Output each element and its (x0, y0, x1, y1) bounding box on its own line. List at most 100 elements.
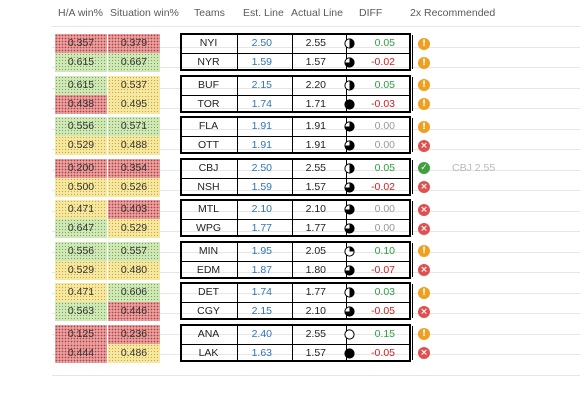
team-cell[interactable]: DET (198, 286, 219, 298)
x-icon[interactable]: × (418, 222, 430, 235)
situation-win-cell[interactable]: 0.486 (108, 343, 160, 363)
situation-win-cell[interactable]: 0.488 (108, 136, 160, 155)
exclamation-icon[interactable]: ! (418, 245, 430, 257)
team-cell[interactable]: NYI (199, 37, 218, 49)
diff-cell[interactable]: 0.03 (374, 286, 395, 298)
team-cell[interactable]: WPG (195, 222, 222, 234)
diff-cell[interactable]: 0.00 (374, 120, 395, 132)
actual-line-cell[interactable]: 1.91 (305, 120, 326, 132)
ha-win-cell[interactable]: 0.556 (55, 241, 107, 261)
ha-win-cell[interactable]: 0.500 (55, 177, 107, 197)
ha-win-cell[interactable]: 0.615 (55, 75, 107, 95)
exclamation-icon[interactable]: ! (418, 98, 430, 110)
actual-line-cell[interactable]: 1.57 (305, 346, 326, 359)
diff-cell[interactable]: -0.02 (371, 180, 395, 193)
est-line-cell[interactable]: 1.95 (251, 244, 272, 257)
est-line-cell[interactable]: 1.91 (251, 120, 272, 132)
team-cell[interactable]: MTL (198, 203, 219, 215)
exclamation-icon[interactable]: ! (418, 120, 430, 133)
actual-line-cell[interactable]: 2.10 (305, 305, 326, 317)
situation-win-cell[interactable]: 0.667 (108, 53, 160, 72)
ha-win-cell[interactable]: 0.556 (55, 117, 107, 136)
team-cell[interactable]: BUF (198, 78, 219, 91)
team-cell[interactable]: NYR (197, 56, 220, 68)
diff-cell[interactable]: 0.00 (374, 203, 395, 215)
situation-win-cell[interactable]: 0.537 (108, 75, 160, 95)
situation-win-cell[interactable]: 0.571 (108, 117, 160, 136)
actual-line-cell[interactable]: 1.80 (305, 263, 326, 276)
diff-cell[interactable]: 0.00 (374, 139, 395, 151)
diff-cell[interactable]: -0.03 (371, 97, 395, 110)
est-line-cell[interactable]: 1.74 (251, 286, 272, 298)
est-line-cell[interactable]: 1.74 (251, 97, 272, 110)
actual-line-cell[interactable]: 2.55 (305, 327, 326, 340)
diff-cell[interactable]: -0.05 (371, 346, 395, 359)
actual-line-cell[interactable]: 1.77 (305, 286, 326, 298)
situation-win-cell[interactable]: 0.480 (108, 260, 160, 280)
ha-win-cell[interactable]: 0.647 (55, 219, 107, 238)
est-line-cell[interactable]: 2.15 (251, 305, 272, 317)
situation-win-cell[interactable]: 0.446 (108, 302, 160, 321)
est-line-cell[interactable]: 2.50 (251, 37, 272, 49)
situation-win-cell[interactable]: 0.557 (108, 241, 160, 261)
est-line-cell[interactable]: 2.50 (251, 161, 272, 174)
actual-line-cell[interactable]: 2.10 (305, 203, 326, 215)
team-cell[interactable]: CGY (197, 305, 220, 317)
ha-win-cell[interactable]: 0.444 (55, 343, 107, 363)
x-icon[interactable]: × (418, 203, 430, 216)
diff-cell[interactable]: -0.05 (371, 305, 395, 317)
ha-win-cell[interactable]: 0.200 (55, 158, 107, 178)
check-icon[interactable]: ✓ (418, 162, 430, 174)
ha-win-cell[interactable]: 0.615 (55, 53, 107, 72)
exclamation-icon[interactable]: ! (418, 286, 430, 299)
situation-win-cell[interactable]: 0.495 (108, 94, 160, 114)
team-cell[interactable]: FLA (198, 120, 219, 132)
actual-line-cell[interactable]: 2.05 (305, 244, 326, 257)
actual-line-cell[interactable]: 1.57 (305, 180, 326, 193)
x-icon[interactable]: × (418, 139, 430, 152)
actual-line-cell[interactable]: 1.91 (305, 139, 326, 151)
ha-win-cell[interactable]: 0.563 (55, 302, 107, 321)
est-line-cell[interactable]: 1.77 (251, 222, 272, 234)
x-icon[interactable]: × (418, 305, 430, 318)
est-line-cell[interactable]: 1.87 (251, 263, 272, 276)
ha-win-cell[interactable]: 0.529 (55, 136, 107, 155)
actual-line-cell[interactable]: 1.57 (305, 56, 326, 68)
situation-win-cell[interactable]: 0.526 (108, 177, 160, 197)
est-line-cell[interactable]: 2.15 (251, 78, 272, 91)
team-cell[interactable]: EDM (196, 263, 221, 276)
actual-line-cell[interactable]: 2.55 (305, 161, 326, 174)
est-line-cell[interactable]: 1.63 (251, 346, 272, 359)
exclamation-icon[interactable]: ! (418, 79, 430, 91)
ha-win-cell[interactable]: 0.471 (55, 283, 107, 302)
diff-cell[interactable]: 0.15 (374, 327, 395, 340)
exclamation-icon[interactable]: ! (418, 56, 430, 69)
actual-line-cell[interactable]: 1.77 (305, 222, 326, 234)
team-cell[interactable]: TOR (197, 97, 220, 110)
est-line-cell[interactable]: 1.91 (251, 139, 272, 151)
est-line-cell[interactable]: 2.10 (251, 203, 272, 215)
actual-line-cell[interactable]: 2.20 (305, 78, 326, 91)
est-line-cell[interactable]: 1.59 (251, 56, 272, 68)
diff-cell[interactable]: -0.02 (371, 56, 395, 68)
situation-win-cell[interactable]: 0.606 (108, 283, 160, 302)
exclamation-icon[interactable]: ! (418, 37, 430, 50)
ha-win-cell[interactable]: 0.529 (55, 260, 107, 280)
est-line-cell[interactable]: 2.40 (251, 327, 272, 340)
x-icon[interactable]: × (418, 347, 430, 359)
situation-win-cell[interactable]: 0.236 (108, 324, 160, 344)
ha-win-cell[interactable]: 0.438 (55, 94, 107, 114)
x-icon[interactable]: × (418, 181, 430, 193)
ha-win-cell[interactable]: 0.357 (55, 34, 107, 53)
team-cell[interactable]: CBJ (198, 161, 219, 174)
actual-line-cell[interactable]: 1.71 (305, 97, 326, 110)
diff-cell[interactable]: 0.10 (374, 244, 395, 257)
exclamation-icon[interactable]: ! (418, 328, 430, 340)
x-icon[interactable]: × (418, 264, 430, 276)
situation-win-cell[interactable]: 0.529 (108, 219, 160, 238)
situation-win-cell[interactable]: 0.379 (108, 34, 160, 53)
team-cell[interactable]: NSH (197, 180, 220, 193)
diff-cell[interactable]: 0.05 (374, 37, 395, 49)
diff-cell[interactable]: -0.07 (371, 263, 395, 276)
team-cell[interactable]: OTT (198, 139, 219, 151)
